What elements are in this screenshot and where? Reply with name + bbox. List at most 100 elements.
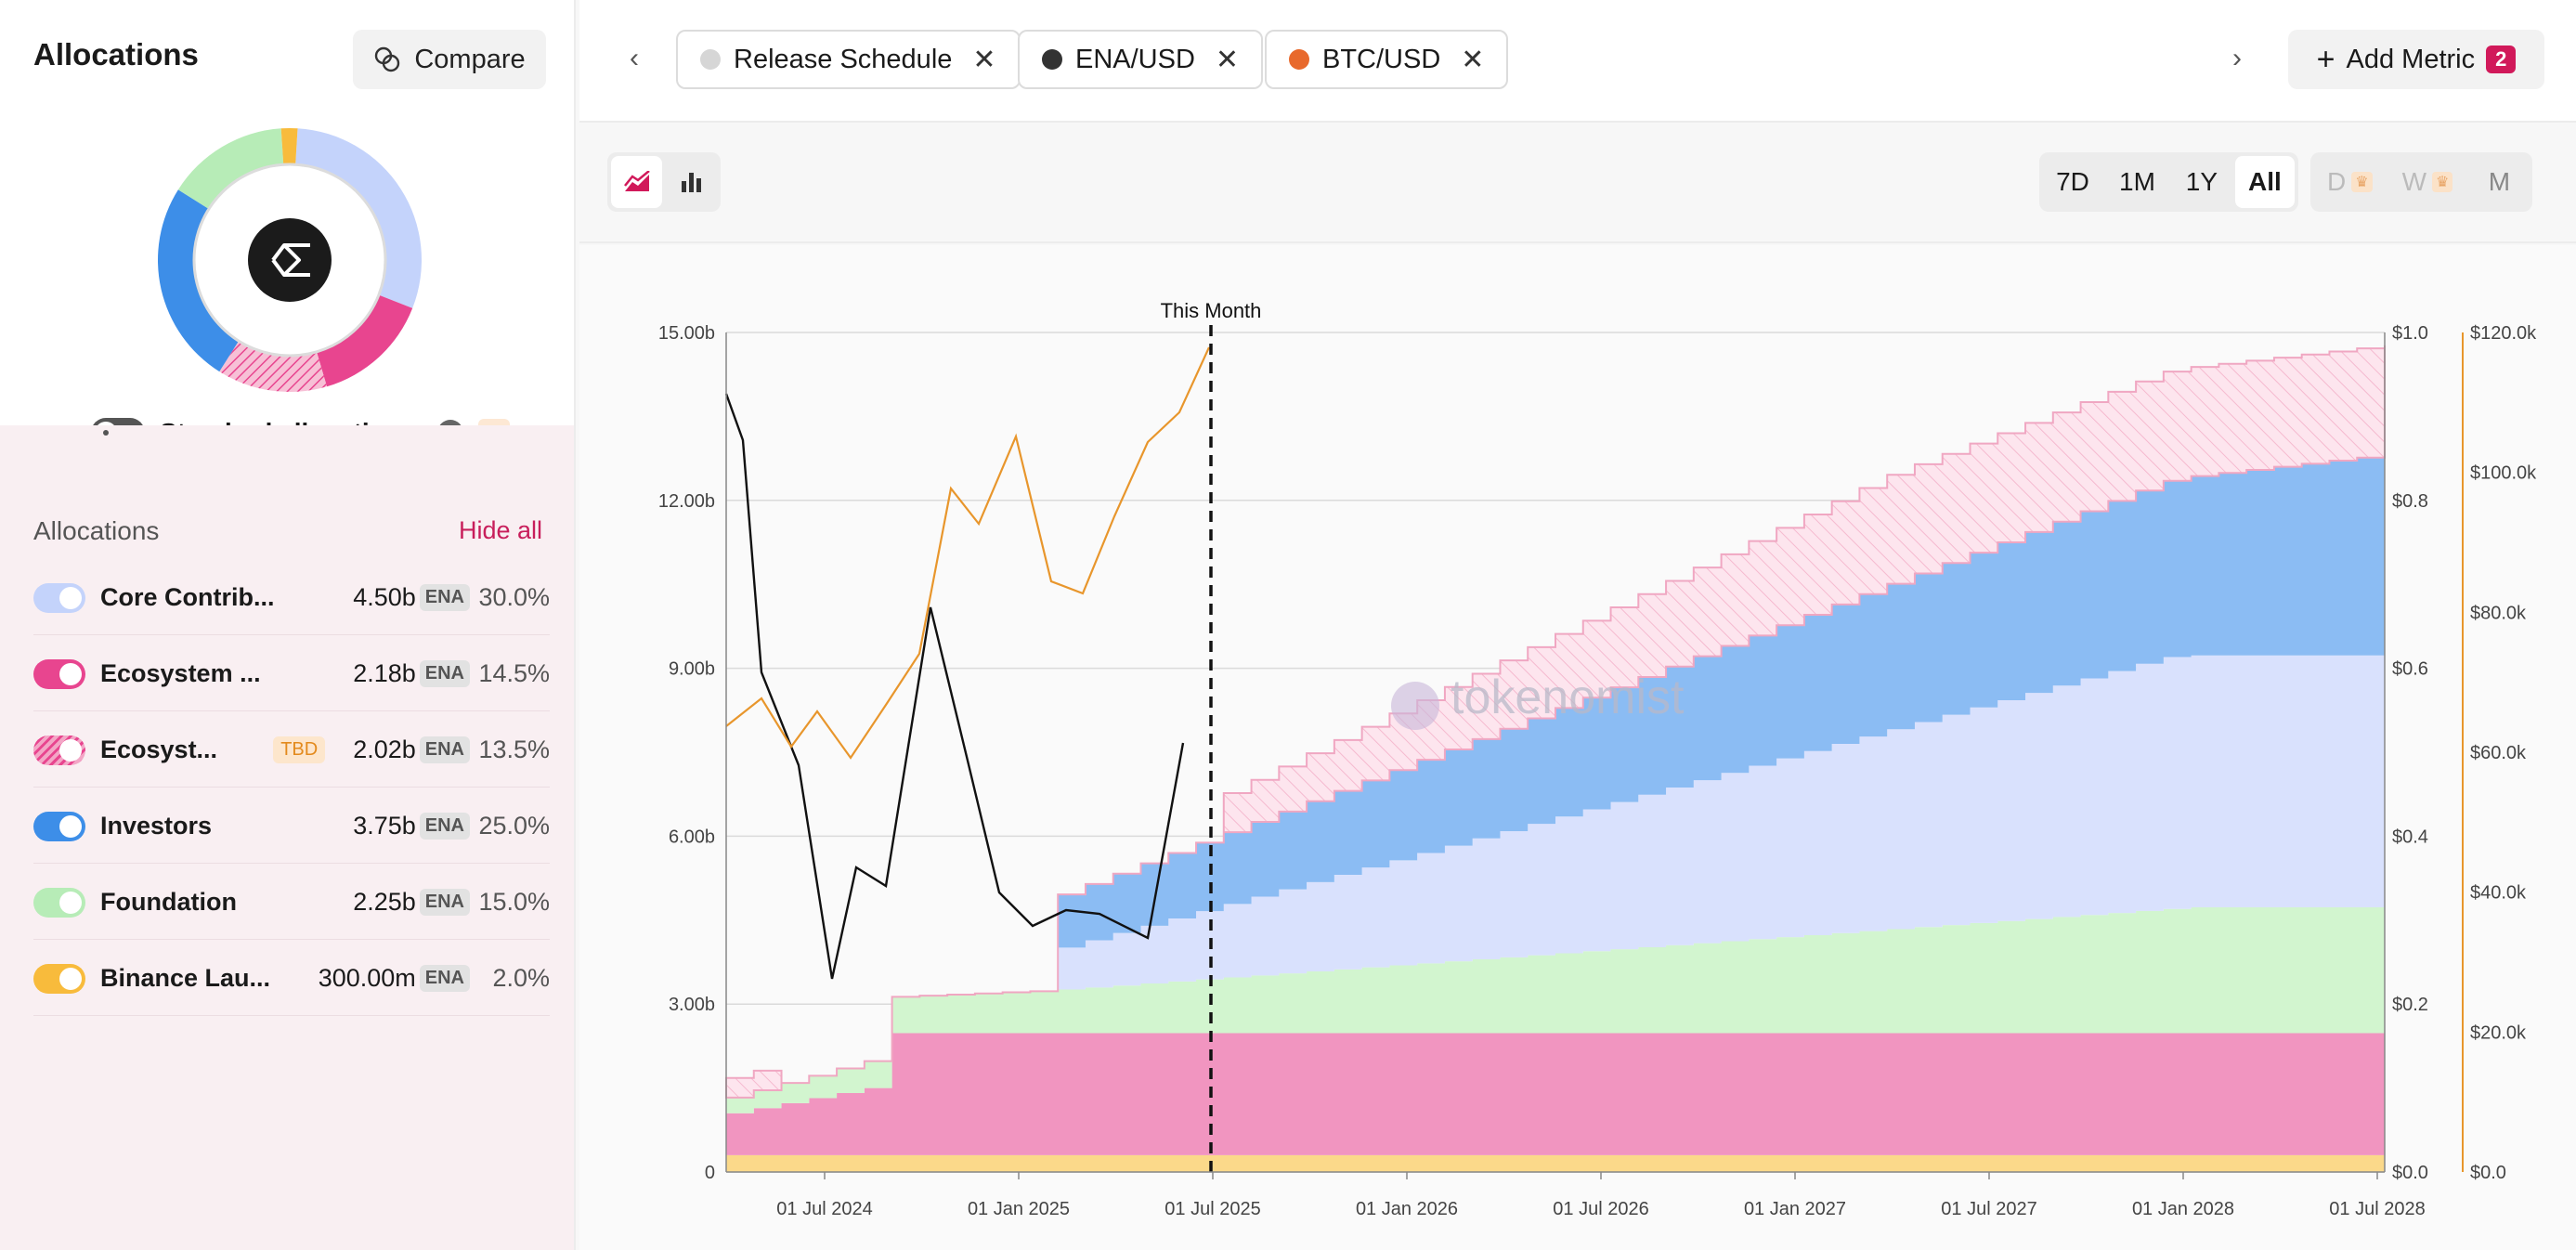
close-icon[interactable]: ✕ xyxy=(1461,44,1485,75)
token-unit-badge: ENA xyxy=(419,736,470,763)
crown-icon: ♛ xyxy=(2432,172,2453,192)
y-left-tick-label: 9.00b xyxy=(669,659,715,680)
allocation-row[interactable]: Investors 3.75b ENA 25.0% xyxy=(33,789,550,864)
y-right-btc-tick-label: $20.0k xyxy=(2470,1022,2527,1043)
chip-release-schedule[interactable]: Release Schedule ✕ xyxy=(676,30,1021,89)
y-left-tick-label: 0 xyxy=(705,1163,715,1183)
chip-btc-usd[interactable]: BTC/USD ✕ xyxy=(1265,30,1509,89)
donut-segment[interactable] xyxy=(158,189,240,372)
x-tick-label: 01 Jan 2027 xyxy=(1744,1199,1846,1219)
close-icon[interactable]: ✕ xyxy=(1215,44,1240,75)
donut-segment[interactable] xyxy=(295,128,422,308)
allocation-percent: 25.0% xyxy=(478,812,550,840)
donut-segment[interactable] xyxy=(317,294,413,387)
y-right-btc-tick-label: $80.0k xyxy=(2470,603,2527,623)
compare-button[interactable]: Compare xyxy=(353,30,546,89)
donut-segment[interactable] xyxy=(219,341,328,392)
y-left-tick-label: 12.00b xyxy=(658,491,715,512)
compare-label: Compare xyxy=(414,44,526,74)
hide-all-link[interactable]: Hide all xyxy=(458,516,542,544)
bar-chart-button[interactable] xyxy=(666,156,717,208)
add-metric-button[interactable]: + Add Metric 2 xyxy=(2288,30,2544,89)
y-right-price-tick-label: $0.8 xyxy=(2392,491,2428,512)
y-left-tick-label: 15.00b xyxy=(658,323,715,344)
granularity-week[interactable]: W ♛ xyxy=(2389,156,2466,208)
allocation-percent: 13.5% xyxy=(478,736,550,763)
allocation-amount: 2.02b xyxy=(353,736,416,763)
chart-type-toggle xyxy=(607,152,721,212)
token-unit-badge: ENA xyxy=(419,965,470,992)
stacked-area-ecosystem xyxy=(726,1033,2385,1155)
y-right-btc-tick-label: $60.0k xyxy=(2470,743,2527,763)
allocation-row[interactable]: Ecosyst... TBD 2.02b ENA 13.5% xyxy=(33,713,550,788)
donut-segment[interactable] xyxy=(177,128,284,210)
allocation-toggle[interactable] xyxy=(33,887,85,918)
chart-toolbar: 7D 1M 1Y All D ♛ W ♛ M xyxy=(579,124,2576,243)
allocation-toggle[interactable] xyxy=(33,963,85,994)
x-tick-label: 01 Jul 2027 xyxy=(1941,1199,2036,1219)
time-range-selector: 7D 1M 1Y All xyxy=(2039,152,2298,212)
token-unit-badge: ENA xyxy=(419,584,470,611)
stacked-area-core-contributors xyxy=(726,655,2385,1098)
y-right-btc-tick-label: $0.0 xyxy=(2470,1163,2506,1183)
panel-title: Allocations xyxy=(33,37,199,72)
allocation-row[interactable]: Foundation 2.25b ENA 15.0% xyxy=(33,866,550,940)
allocation-toggle[interactable] xyxy=(33,658,85,689)
chart-canvas: tokenomist This Month 0 3.00b 6.00b 9.00b 12… xyxy=(658,299,2537,1219)
allocation-row[interactable]: Core Contrib... 4.50b ENA 30.0% xyxy=(33,561,550,635)
allocation-list-pane: Allocations Hide all Core Contrib... 4.5… xyxy=(0,425,574,1250)
allocation-amount: 2.18b xyxy=(353,659,416,687)
y-left-tick-label: 3.00b xyxy=(669,995,715,1015)
close-icon[interactable]: ✕ xyxy=(972,44,996,75)
granularity-day[interactable]: D ♛ xyxy=(2314,156,2386,208)
granularity-label: D xyxy=(2327,167,2347,196)
chip-color-dot xyxy=(1289,49,1309,70)
x-tick-label: 01 Jul 2026 xyxy=(1553,1199,1648,1219)
crown-icon: ♛ xyxy=(2351,172,2373,192)
granularity-label: W xyxy=(2401,167,2427,196)
allocation-amount: 3.75b xyxy=(353,812,416,840)
ena-usd-line xyxy=(724,393,1185,980)
allocation-percent: 15.0% xyxy=(478,888,550,916)
allocation-name: Core Contrib... xyxy=(100,583,275,611)
allocation-amount: 2.25b xyxy=(353,888,416,916)
scroll-right-icon[interactable]: › xyxy=(2232,43,2242,73)
chip-ena-usd[interactable]: ENA/USD ✕ xyxy=(1018,30,1264,89)
allocation-row[interactable]: Ecosystem ... 2.18b ENA 14.5% xyxy=(33,637,550,711)
range-1y[interactable]: 1Y xyxy=(2185,167,2218,196)
scroll-left-icon[interactable]: ‹ xyxy=(630,43,639,73)
tokenomist-logo-icon xyxy=(1391,682,1439,730)
chip-label: Release Schedule xyxy=(734,44,953,74)
allocation-name: Foundation xyxy=(100,888,237,916)
x-tick-label: 01 Jul 2024 xyxy=(776,1199,872,1219)
allocation-percent: 2.0% xyxy=(492,964,550,992)
y-right-btc-tick-label: $40.0k xyxy=(2470,883,2527,904)
allocation-name: Investors xyxy=(100,812,213,840)
allocations-panel: Allocations Compare Standard allocations… xyxy=(0,0,576,1250)
donut-segments xyxy=(158,128,422,392)
allocation-toggle[interactable] xyxy=(33,582,85,613)
y-right-btc-tick-label: $100.0k xyxy=(2470,463,2537,484)
x-tick-label: 01 Jul 2025 xyxy=(1164,1199,1260,1219)
area-chart-button[interactable] xyxy=(611,156,662,208)
ethena-logo-icon xyxy=(248,218,332,302)
allocation-percent: 30.0% xyxy=(478,583,550,611)
chip-label: BTC/USD xyxy=(1322,44,1441,74)
allocation-row[interactable]: Binance Lau... 300.00m ENA 2.0% xyxy=(33,942,550,1016)
y-right-btc-tick-label: $120.0k xyxy=(2470,323,2537,344)
allocation-list-title: Allocations xyxy=(33,516,160,545)
allocation-toggle[interactable] xyxy=(33,735,85,765)
range-1m[interactable]: 1M xyxy=(2119,167,2155,196)
chip-color-dot xyxy=(700,49,721,70)
x-tick-label: 01 Jan 2026 xyxy=(1356,1199,1458,1219)
allocation-amount: 4.50b xyxy=(353,583,416,611)
granularity-month[interactable]: M xyxy=(2488,167,2511,196)
plus-icon: + xyxy=(2316,41,2335,77)
donut-segment[interactable] xyxy=(280,128,298,165)
add-metric-label: Add Metric xyxy=(2346,44,2476,74)
y-right-price-tick-label: $0.2 xyxy=(2392,995,2428,1015)
range-7d[interactable]: 7D xyxy=(2056,167,2089,196)
x-tick-label: 01 Jul 2028 xyxy=(2329,1199,2425,1219)
allocation-toggle[interactable] xyxy=(33,811,85,841)
range-all[interactable]: All xyxy=(2234,156,2295,208)
